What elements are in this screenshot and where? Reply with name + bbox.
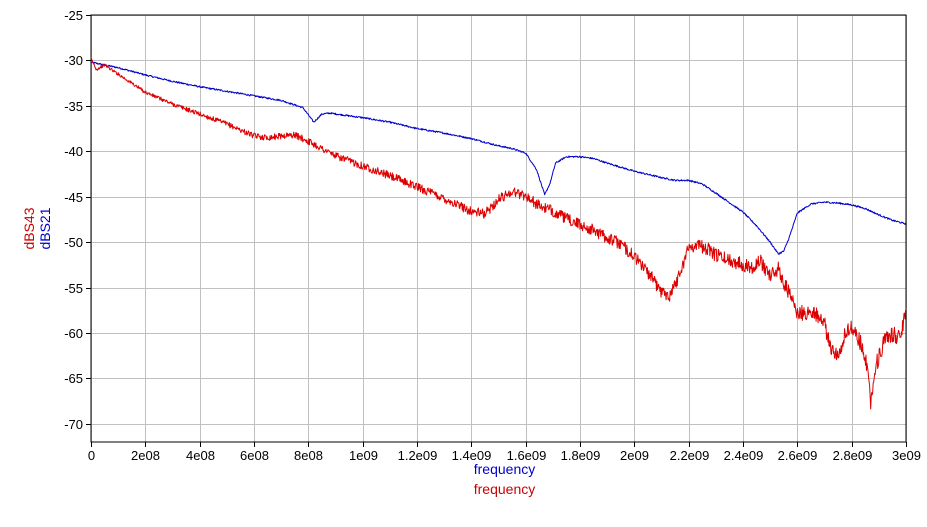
x-tick-label: 2.4e09 (724, 448, 764, 463)
chart-grid (91, 15, 907, 442)
x-tick-label: 1.4e09 (452, 448, 492, 463)
y-tick-label: -55 (64, 281, 83, 296)
y-axis-titles: dBS43 dBS21 (21, 207, 53, 249)
x-tick-label: 2.6e09 (778, 448, 818, 463)
y-tick-label: -30 (64, 53, 83, 68)
x-tick-label: 1e09 (349, 448, 378, 463)
x-tick-label: 8e08 (294, 448, 323, 463)
y-tick-label: -25 (64, 8, 83, 23)
x-tick-label: 2.8e09 (833, 448, 873, 463)
y-axis-title: dBS21 (37, 207, 53, 249)
y-tick-label: -45 (64, 190, 83, 205)
x-axis-titles: frequency frequency (474, 461, 535, 497)
plot-area-frame (90, 14, 907, 443)
y-tick-label: -70 (64, 417, 83, 432)
x-tick-label: 6e08 (240, 448, 269, 463)
axis-ticks: 0 2e08 4e08 6e08 8e08 1e09 1.2e09 1.4e09 1.6e09 1… (64, 8, 921, 463)
series-lines (90, 57, 907, 410)
y-tick-label: -35 (64, 99, 83, 114)
x-tick-label: 1.8e09 (561, 448, 601, 463)
y-tick-label: -40 (64, 144, 83, 159)
y-tick-label: -65 (64, 371, 83, 386)
series-line-dbs43 (90, 57, 907, 410)
x-tick-label: 1.2e09 (398, 448, 438, 463)
x-axis-title: frequency (474, 461, 535, 477)
x-tick-label: 2e08 (131, 448, 160, 463)
x-tick-label: 4e08 (186, 448, 215, 463)
x-tick-label: 0 (88, 448, 95, 463)
y-tick-label: -60 (64, 326, 83, 341)
x-tick-label: 2e09 (620, 448, 649, 463)
x-tick-label: 3e09 (892, 448, 921, 463)
series-line-dbs21 (90, 61, 907, 255)
x-tick-label: 2.2e09 (670, 448, 710, 463)
x-axis-title: frequency (474, 481, 535, 497)
y-axis-title: dBS43 (21, 207, 37, 249)
y-tick-label: -50 (64, 235, 83, 250)
x-tick-label: 1.6e09 (507, 448, 547, 463)
